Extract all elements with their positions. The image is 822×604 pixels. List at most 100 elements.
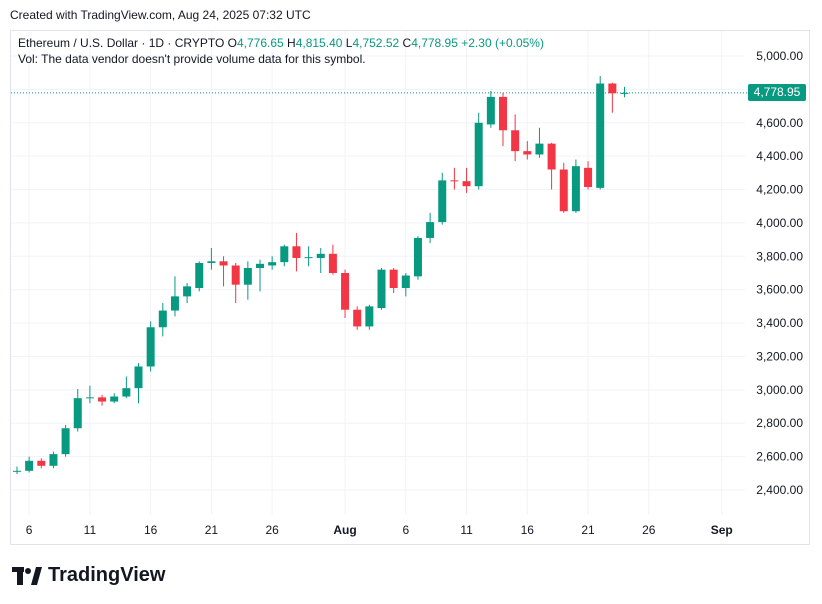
tradingview-logo-icon: [12, 566, 42, 585]
candle-aug-22[interactable]: [596, 76, 605, 190]
candle-aug-17[interactable]: [535, 127, 544, 158]
candle-body: [401, 275, 410, 289]
candle-jul-18[interactable]: [170, 276, 179, 317]
candle-body: [122, 388, 131, 397]
candle-aug-18[interactable]: [547, 142, 556, 190]
candle-body: [426, 222, 435, 238]
candle-body: [341, 273, 350, 310]
candle-aug-23[interactable]: [608, 82, 617, 113]
candle-jul-21[interactable]: [207, 247, 216, 270]
high-value: 4,815.40: [295, 36, 343, 50]
candle-body: [292, 246, 301, 258]
chart-frame: [10, 30, 810, 545]
price-axis[interactable]: 2,400.00 2,600.00 2,800.00 3,000.00 3,200.00…: [756, 49, 803, 497]
candle-jul-31[interactable]: [328, 244, 337, 275]
time-tick-label: 26: [265, 523, 279, 537]
candle-aug-24[interactable]: [620, 86, 629, 98]
price-tick-label: 3,200.00: [756, 349, 803, 363]
candles-group: [13, 76, 629, 475]
time-tick-label: 11: [460, 523, 473, 537]
candle-body: [158, 310, 167, 328]
ohlc-legend: Ethereum / U.S. Dollar · 1D · CRYPTO O4,…: [18, 35, 544, 51]
candle-jul-19[interactable]: [183, 283, 192, 304]
candle-jul-5[interactable]: [13, 466, 21, 475]
price-tick-label: 4,200.00: [756, 183, 803, 197]
time-tick-label: Sep: [711, 523, 733, 537]
volume-note: Vol: The data vendor doesn't provide vol…: [18, 52, 366, 66]
candle-aug-9[interactable]: [438, 172, 447, 225]
candle-jul-25[interactable]: [256, 259, 264, 292]
candle-aug-15[interactable]: [511, 114, 520, 162]
time-tick-label: 11: [84, 523, 97, 537]
candle-jul-8[interactable]: [49, 451, 58, 469]
candle-aug-5[interactable]: [389, 267, 398, 294]
time-tick-label: 21: [581, 523, 595, 537]
candle-aug-7[interactable]: [413, 236, 422, 280]
candle-jul-12[interactable]: [98, 394, 107, 406]
candle-body: [559, 169, 568, 212]
candle-jul-11[interactable]: [85, 385, 94, 404]
candle-jul-7[interactable]: [37, 458, 46, 469]
candle-body: [353, 309, 362, 327]
candle-aug-10[interactable]: [450, 167, 459, 190]
time-tick-label: 21: [205, 523, 219, 537]
candle-body: [183, 286, 192, 297]
candle-jul-26[interactable]: [268, 256, 277, 270]
candle-body: [231, 265, 240, 285]
candle-aug-8[interactable]: [426, 212, 435, 243]
price-tick-label: 3,600.00: [756, 283, 803, 297]
created-with-label: Created with TradingView.com, Aug 24, 20…: [10, 8, 311, 22]
candle-body: [37, 460, 46, 466]
candle-aug-12[interactable]: [474, 112, 483, 190]
candle-body: [328, 253, 337, 273]
candle-body: [474, 122, 483, 187]
candle-aug-3[interactable]: [365, 304, 374, 330]
candle-aug-21[interactable]: [584, 161, 593, 190]
time-axis[interactable]: 6 11 16 21 26 Aug 6 11 16 21 26 Sep: [26, 523, 733, 537]
candle-jul-27[interactable]: [280, 244, 289, 267]
candle-jul-17[interactable]: [158, 303, 167, 337]
candle-body: [25, 460, 34, 471]
candle-aug-11[interactable]: [462, 167, 471, 193]
candle-jul-13[interactable]: [110, 393, 119, 404]
candle-jul-15[interactable]: [134, 363, 143, 404]
candle-jul-10[interactable]: [73, 389, 82, 432]
brand-name: TradingView: [48, 564, 166, 586]
candle-aug-4[interactable]: [377, 267, 386, 310]
close-value: 4,778.95: [411, 36, 458, 50]
candle-jul-16[interactable]: [146, 321, 155, 372]
candle-aug-14[interactable]: [499, 92, 507, 147]
price-tick-label: 2,800.00: [756, 416, 803, 430]
candle-aug-13[interactable]: [486, 91, 495, 128]
candle-jul-22[interactable]: [219, 256, 228, 287]
candle-jul-14[interactable]: [122, 376, 131, 399]
candle-jul-28[interactable]: [292, 232, 301, 272]
symbol-title: Ethereum / U.S. Dollar · 1D · CRYPTO: [18, 36, 225, 50]
candle-body: [304, 257, 313, 259]
candle-aug-2[interactable]: [353, 306, 362, 330]
candle-body: [462, 181, 471, 187]
candle-body: [450, 180, 459, 182]
candle-body: [49, 454, 58, 466]
time-tick-label: Aug: [333, 523, 356, 537]
candle-jul-9[interactable]: [61, 424, 70, 457]
candle-aug-20[interactable]: [571, 159, 580, 213]
open-value: 4,776.65: [236, 36, 284, 50]
candle-aug-19[interactable]: [559, 162, 568, 213]
candle-aug-1[interactable]: [341, 269, 350, 319]
candle-jul-30[interactable]: [316, 247, 325, 273]
candle-aug-16[interactable]: [523, 141, 532, 160]
candle-aug-6[interactable]: [401, 273, 410, 297]
tradingview-logo[interactable]: TradingView: [12, 564, 165, 587]
candle-jul-24[interactable]: [243, 261, 252, 300]
candle-jul-23[interactable]: [231, 262, 240, 304]
time-tick-label: 6: [402, 523, 409, 537]
candle-jul-6[interactable]: [25, 456, 34, 473]
candle-body: [61, 428, 70, 455]
candle-body: [596, 83, 605, 188]
candle-body: [219, 261, 228, 266]
candle-jul-20[interactable]: [195, 261, 204, 292]
candle-jul-29[interactable]: [304, 246, 313, 267]
candle-body: [486, 96, 495, 125]
